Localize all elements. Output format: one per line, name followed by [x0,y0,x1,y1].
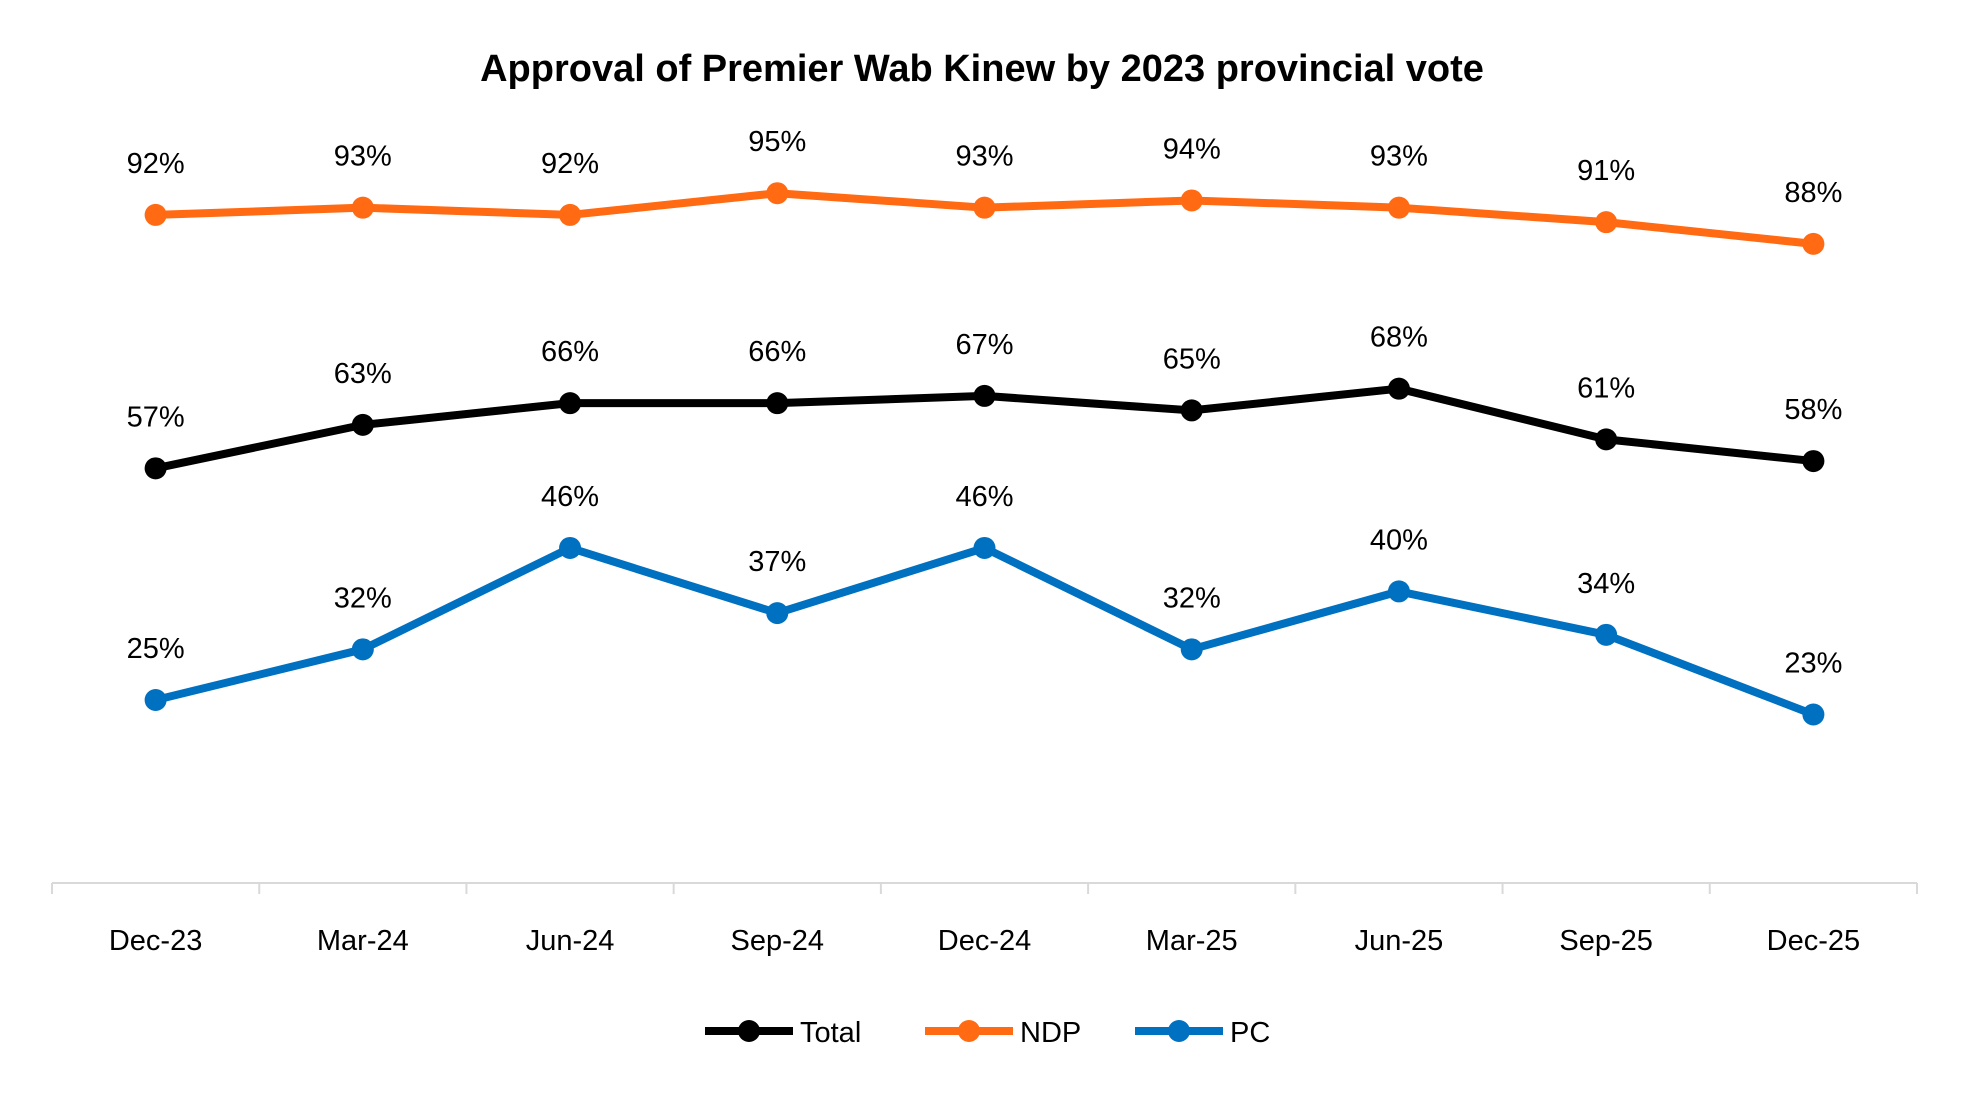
legend-label: PC [1230,1017,1270,1049]
legend-item-total: Total [705,1017,861,1049]
data-label: 57% [127,401,185,433]
data-point [559,392,582,415]
legend-label: NDP [1020,1017,1081,1049]
legend-label: Total [800,1017,861,1049]
x-tick-label: Mar-25 [1146,925,1238,957]
data-label: 92% [127,148,185,180]
data-label: 95% [748,126,806,158]
data-point [1387,580,1410,603]
data-label: 92% [541,148,599,180]
data-point [1802,232,1825,255]
data-point [1180,399,1203,422]
data-point [1802,703,1825,726]
data-point [144,457,167,480]
data-label: 37% [748,546,806,578]
data-label: 94% [1163,133,1221,165]
data-label: 88% [1784,177,1842,209]
data-point [766,182,789,205]
data-label: 34% [1577,568,1635,600]
data-point [1387,196,1410,219]
chart-title: Approval of Premier Wab Kinew by 2023 pr… [480,48,1484,90]
data-label: 65% [1163,343,1221,375]
data-label: 40% [1370,524,1428,556]
x-tick-label: Dec-23 [109,925,203,957]
series-group: 57%63%66% 66% 67% 65%68%61%58%92% 93% 92%95% 9… [127,126,1842,726]
legend-marker [958,1020,980,1042]
data-label: 32% [1163,582,1221,614]
x-tick-label: Jun-25 [1355,925,1444,957]
data-label: 25% [127,633,185,665]
data-point [766,392,789,415]
data-point [144,203,167,226]
data-point [973,196,996,219]
data-point [559,536,582,559]
data-point [973,384,996,407]
data-point [351,413,374,436]
x-tick-label: Sep-24 [731,925,825,957]
series-ndp: 92% 93% 92% 95% 93% 94% 93% 91% 88% [127,126,1842,255]
data-point [1387,377,1410,400]
data-label: 93% [1370,141,1428,173]
x-tick-label: Dec-25 [1767,925,1861,957]
data-label: 61% [1577,372,1635,404]
data-label: 68% [1370,322,1428,354]
legend-marker [738,1020,760,1042]
series-pc: 25% 32% 46% 37% 46% 32% 40% 34% 23% [127,481,1842,726]
data-point [973,536,996,559]
data-label: 66% [541,336,599,368]
data-point [351,196,374,219]
data-label: 58% [1784,394,1842,426]
x-tick-label: Jun-24 [526,925,615,957]
x-tick-label: Dec-24 [938,925,1032,957]
data-label: 93% [334,141,392,173]
x-tick-label: Mar-24 [317,925,409,957]
data-label: 66% [748,336,806,368]
data-point [559,203,582,226]
data-point [1180,638,1203,661]
legend-item-ndp: NDP [925,1017,1081,1049]
data-point [1595,623,1618,646]
data-label: 46% [541,481,599,513]
data-point [351,638,374,661]
data-label: 23% [1784,647,1842,679]
data-label: 32% [334,582,392,614]
x-axis: Dec-23 Mar-24 Jun-24 Sep-24 Dec-24 Mar-25 Jun-… [51,882,1918,957]
data-label: 67% [955,329,1013,361]
x-tick-label: Sep-25 [1559,925,1653,957]
data-point [1595,211,1618,234]
series-line [154,543,1815,719]
data-point [1595,428,1618,451]
legend-item-pc: PC [1135,1017,1270,1049]
data-point [766,602,789,625]
legend-marker [1168,1020,1190,1042]
data-point [144,689,167,711]
data-label: 93% [955,141,1013,173]
data-point [1802,450,1825,473]
series-total: 57% 63% 66% 66% 67% 65% 68% 61% 58% [127,322,1842,480]
data-label: 46% [955,481,1013,513]
legend: Total NDP PC [705,1017,1270,1049]
data-point [1180,189,1203,212]
data-label: 63% [334,358,392,390]
data-label: 91% [1577,155,1635,187]
